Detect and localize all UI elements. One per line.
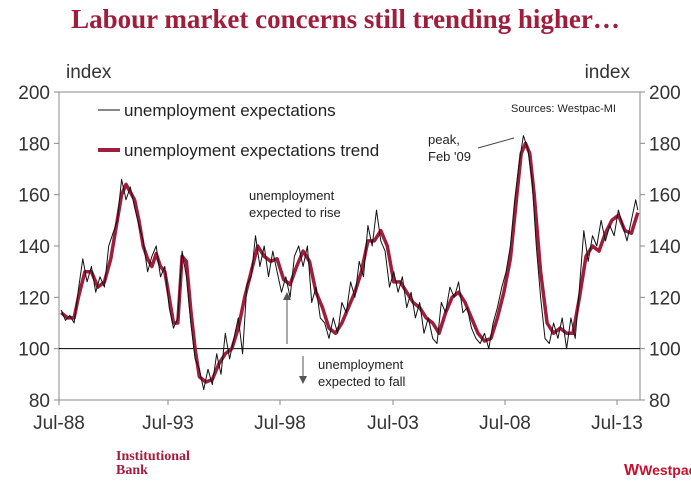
annotation-rise-arrow-head	[283, 292, 291, 300]
y-tick-label-left: 200	[18, 83, 50, 104]
westpac-logo: WWestpac	[624, 462, 691, 480]
x-tick-label: Jul-98	[254, 413, 306, 434]
annotation-peak-line1: peak,	[428, 132, 460, 147]
westpac-wordmark: Westpac	[639, 462, 691, 478]
y-tick-label-left: 160	[18, 186, 50, 207]
y-tick-label-left: 140	[18, 237, 50, 258]
institutional-bank-logo: Institutional Bank	[116, 450, 190, 478]
y-tick-label-right: 140	[649, 237, 681, 258]
westpac-w-icon: W	[624, 462, 640, 479]
legend-label-trend: unemployment expectations trend	[124, 141, 379, 160]
x-tick-label: Jul-13	[591, 413, 643, 434]
x-tick-label: Jul-93	[142, 413, 194, 434]
y-tick-label-right: 180	[649, 134, 681, 155]
footer-left-line1: Institutional	[116, 449, 190, 464]
y-tick-label-right: 100	[649, 340, 681, 361]
legend-label-expectations: unemployment expectations	[124, 101, 336, 120]
x-tick-label: Jul-03	[367, 413, 419, 434]
y-tick-label-right: 120	[649, 288, 681, 309]
footer-left-line2: Bank	[116, 463, 148, 478]
series-line-expectations	[60, 135, 639, 391]
y-tick-label-right: 200	[649, 83, 681, 104]
series-line-trend	[60, 141, 640, 384]
annotation-fall-line1: unemployment	[318, 357, 404, 372]
y-tick-label-left: 180	[18, 134, 50, 155]
annotation-peak-leader	[477, 137, 515, 149]
y-tick-label-left: 100	[18, 340, 50, 361]
x-tick-label: Jul-88	[33, 413, 85, 434]
source-note: Sources: Westpac-MI	[511, 103, 616, 115]
chart-title: Labour market concerns still trending hi…	[71, 4, 620, 34]
y-tick-label-right: 80	[649, 391, 670, 412]
plot-frame	[58, 91, 641, 401]
y-tick-label-left: 80	[29, 391, 50, 412]
annotation-fall-line2: expected to fall	[318, 374, 406, 389]
annotation-rise-line2: expected to rise	[249, 205, 341, 220]
annotation-rise-line1: unemployment	[249, 188, 335, 203]
y-axis-label-left: index	[66, 62, 112, 83]
y-axis-label-right: index	[585, 62, 631, 83]
y-tick-label-left: 120	[18, 288, 50, 309]
annotation-fall-arrow-head	[299, 376, 307, 384]
x-tick-label: Jul-08	[479, 413, 531, 434]
y-tick-label-right: 160	[649, 186, 681, 207]
annotation-peak-line2: Feb '09	[428, 149, 471, 164]
